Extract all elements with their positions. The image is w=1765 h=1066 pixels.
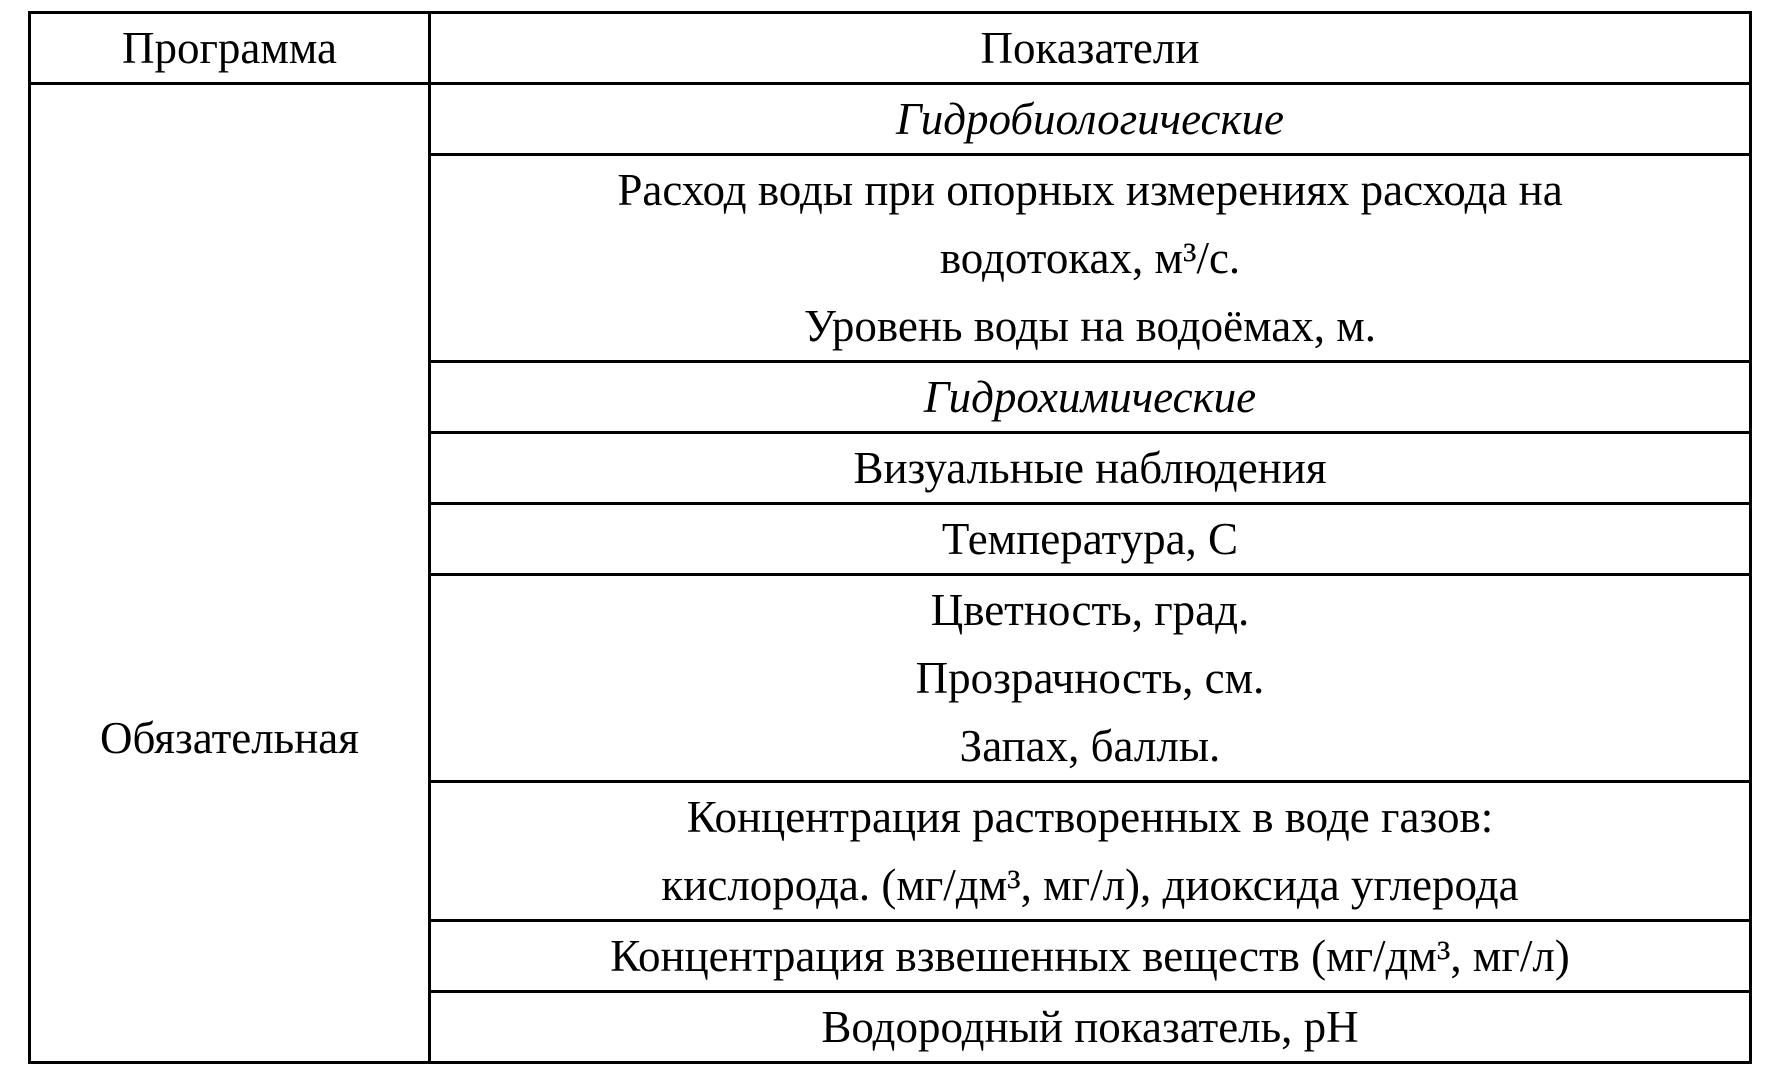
indicator-text: Концентрация растворенных в воде газов: <box>686 792 1494 842</box>
section-heading-cell: Гидрохимические <box>428 360 1752 434</box>
indicator-cell: Водородный показатель, pH <box>428 990 1752 1064</box>
indicator-text: Запах, баллы. <box>959 721 1221 771</box>
indicator-text: Уровень воды на водоёмах, м. <box>804 301 1376 351</box>
table-row: Обязательная Гидробиологические <box>28 82 1752 1064</box>
indicator-text: Прозрачность, см. <box>915 653 1265 703</box>
indicator-text: Визуальные наблюдения <box>853 443 1327 493</box>
table-header-row: Программа Показатели <box>28 11 1752 85</box>
indicator-text: кислорода. (мг/дм³, мг/л), диоксида угле… <box>661 860 1519 910</box>
indicator-cell: Расход воды при опорных измерениях расхо… <box>428 153 1752 363</box>
indicator-cell: Концентрация растворенных в воде газов: к… <box>428 780 1752 922</box>
table-row: Концентрация взвешенных веществ (мг/дм³,… <box>30 919 1752 993</box>
table-row: Цветность, град. Прозрачность, см. Запах, … <box>30 573 1752 783</box>
indicators-table: Программа Показатели Обязательная Гидроби… <box>28 11 1752 1064</box>
indicator-text: Цветность, град. <box>930 585 1250 635</box>
header-indicators: Показатели <box>428 11 1752 85</box>
table-row: Расход воды при опорных измерениях расхо… <box>30 153 1752 363</box>
indicator-text: Расход воды при опорных измерениях расхо… <box>617 165 1563 215</box>
table-row: Температура, С <box>30 502 1752 576</box>
indicator-text: Гидрохимические <box>923 372 1257 422</box>
table-row: Концентрация растворенных в воде газов: к… <box>30 780 1752 922</box>
table-row: Гидрохимические <box>30 360 1752 434</box>
indicator-text: Водородный показатель, pH <box>821 1002 1359 1052</box>
indicator-cell: Концентрация взвешенных веществ (мг/дм³,… <box>428 919 1752 993</box>
indicator-text: Гидробиологические <box>896 94 1284 144</box>
table-row: Водородный показатель, pH <box>30 990 1752 1064</box>
table-row: Визуальные наблюдения <box>30 431 1752 505</box>
indicator-cell: Температура, С <box>428 502 1752 576</box>
indicator-cell: Визуальные наблюдения <box>428 431 1752 505</box>
indicator-text: водотоках, м³/с. <box>939 233 1241 283</box>
section-heading-cell: Гидробиологические <box>428 82 1752 156</box>
header-program: Программа <box>28 11 431 85</box>
program-cell: Обязательная <box>28 82 431 1064</box>
indicator-cell: Цветность, град. Прозрачность, см. Запах, … <box>428 573 1752 783</box>
indicator-text: Температура, С <box>941 514 1239 564</box>
indicator-text: Концентрация взвешенных веществ (мг/дм³,… <box>610 931 1570 981</box>
